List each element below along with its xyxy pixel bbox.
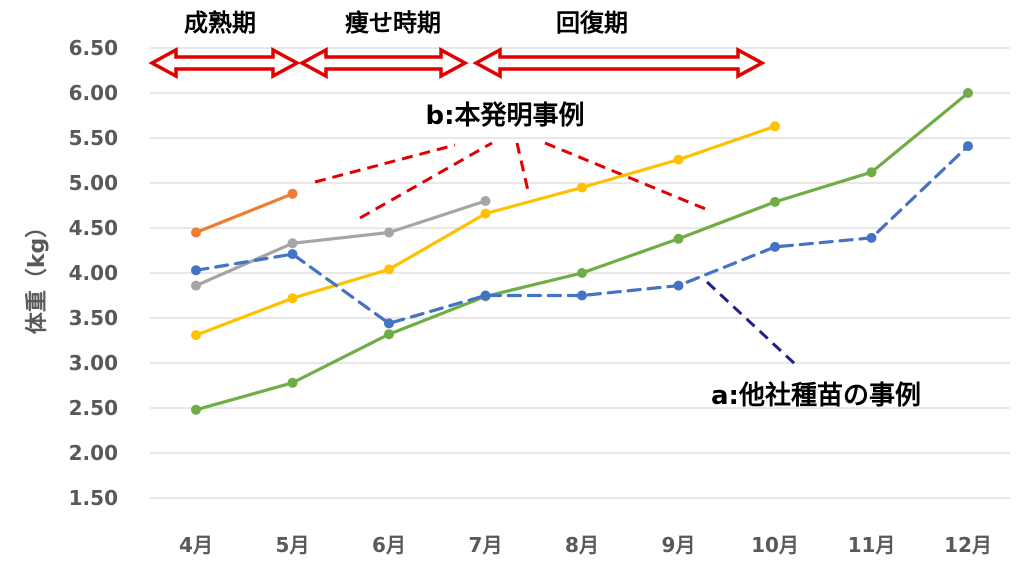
y-tick-label: 6.00 xyxy=(69,81,118,105)
data-point xyxy=(191,265,201,276)
pointer-b-to-gray xyxy=(359,141,493,220)
y-tick-label: 4.00 xyxy=(69,261,118,285)
y-tick-label: 1.50 xyxy=(69,486,118,510)
data-point xyxy=(577,290,587,301)
y-tick-label: 2.50 xyxy=(69,396,118,420)
phase-arrow-mature xyxy=(148,47,301,79)
series-line xyxy=(194,144,970,325)
y-axis-label: 体重（kg） xyxy=(25,216,50,334)
data-point xyxy=(770,241,780,252)
x-tick-label: 8月 xyxy=(565,533,599,557)
data-point xyxy=(577,182,587,193)
data-point xyxy=(287,249,298,260)
series xyxy=(191,88,973,415)
data-point xyxy=(287,238,298,249)
annotation-pointers xyxy=(314,141,797,366)
x-tick-labels: 4月 5月 6月 7月 8月 9月 10月 11月 12月 xyxy=(179,533,992,557)
data-point xyxy=(191,330,201,341)
y-tick-label: 2.00 xyxy=(69,441,118,465)
phase-label-mature: 成熟期 xyxy=(184,9,256,37)
data-point xyxy=(866,232,877,243)
y-tick-label: 3.50 xyxy=(69,306,118,330)
data-point xyxy=(673,280,684,291)
data-point xyxy=(384,329,394,340)
y-tick-label: 6.50 xyxy=(69,36,118,60)
annotation-b: b:本発明事例 xyxy=(425,101,584,131)
annotation-a: a:他社種苗の事例 xyxy=(711,380,921,411)
data-point xyxy=(191,280,201,291)
data-point xyxy=(384,318,394,329)
data-point xyxy=(480,208,491,219)
x-tick-label: 6月 xyxy=(372,533,406,557)
y-tick-label: 3.00 xyxy=(69,351,118,375)
series-line xyxy=(194,124,777,337)
x-tick-label: 11月 xyxy=(848,533,896,557)
series-1 xyxy=(191,196,491,291)
data-point xyxy=(287,377,298,388)
series-3 xyxy=(191,88,973,415)
series-line xyxy=(194,199,488,288)
data-point xyxy=(577,268,587,278)
pointer-b-to-yellow xyxy=(515,142,531,196)
y-tick-labels: 1.50 2.00 2.50 3.00 3.50 4.00 4.50 5.00 5.50 6.00… xyxy=(69,36,118,510)
y-tick-label: 5.50 xyxy=(69,126,118,150)
phase-arrow-recovery xyxy=(472,47,766,79)
data-point xyxy=(963,88,973,98)
x-tick-label: 9月 xyxy=(662,533,696,557)
data-point xyxy=(287,188,298,199)
y-tick-label: 4.50 xyxy=(69,216,118,240)
series-0 xyxy=(191,188,298,238)
series-2 xyxy=(191,121,780,341)
data-point xyxy=(384,264,394,275)
x-tick-label: 4月 xyxy=(179,533,213,557)
data-point xyxy=(480,196,491,206)
data-point xyxy=(673,154,684,165)
data-point xyxy=(770,196,780,207)
x-tick-label: 10月 xyxy=(751,533,799,557)
data-point xyxy=(673,233,684,244)
data-point xyxy=(963,141,973,152)
series-line xyxy=(194,192,295,235)
data-point xyxy=(480,290,491,301)
phase-label-recovery: 回復期 xyxy=(556,9,628,37)
data-point xyxy=(866,167,877,178)
series-line xyxy=(194,91,970,412)
pointer-b-to-green xyxy=(544,141,709,212)
phase-label-lean: 痩せ時期 xyxy=(345,9,441,37)
phase-arrows xyxy=(148,47,766,79)
data-point xyxy=(770,121,780,132)
x-tick-label: 5月 xyxy=(276,533,310,557)
pointer-b-to-orange xyxy=(314,143,456,184)
pointer-a-to-blue xyxy=(705,280,797,366)
x-tick-label: 7月 xyxy=(469,533,503,557)
data-point xyxy=(191,227,201,238)
x-tick-label: 12月 xyxy=(944,533,992,557)
series-4 xyxy=(191,141,973,329)
phase-arrow-lean xyxy=(298,47,469,79)
data-point xyxy=(287,293,298,304)
y-tick-label: 5.00 xyxy=(69,171,118,195)
data-point xyxy=(191,404,201,415)
data-point xyxy=(384,227,394,238)
